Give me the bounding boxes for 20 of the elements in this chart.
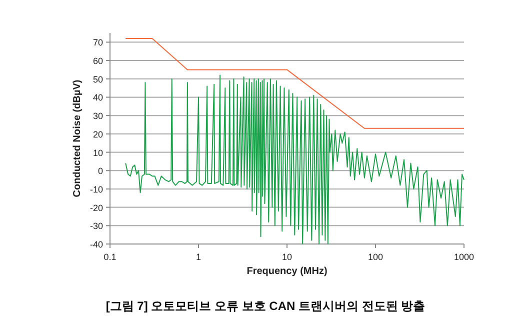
x-tick-label: 0.1 (104, 252, 116, 262)
y-tick-label: 20 (92, 129, 103, 140)
y-tick-label: 10 (92, 148, 103, 158)
x-tick-label: 1000 (454, 252, 474, 262)
y-tick-label: 40 (92, 92, 103, 103)
y-tick-label: -10 (90, 184, 103, 194)
y-tick-label: 50 (92, 74, 103, 84)
y-tick-label: 70 (92, 38, 103, 48)
y-tick-label: -30 (90, 221, 103, 232)
y-axis-title: Conducted Noise (dBµV) (72, 80, 83, 198)
x-tick-label: 1 (196, 252, 202, 262)
y-tick-label: 60 (92, 56, 103, 66)
y-tick-label: 30 (92, 111, 103, 122)
x-axis-title: Frequency (MHz) (246, 266, 328, 277)
y-tick-label: -40 (90, 240, 103, 250)
text: [그림 7] 오토모티브 오류 보호 CAN 트랜시버의 전도된 방출 (106, 299, 426, 313)
y-tick-label: 0 (98, 166, 103, 176)
x-tick-label: 10 (282, 252, 292, 262)
x-tick-label: 100 (368, 252, 384, 262)
y-tick-label: -20 (90, 202, 103, 213)
